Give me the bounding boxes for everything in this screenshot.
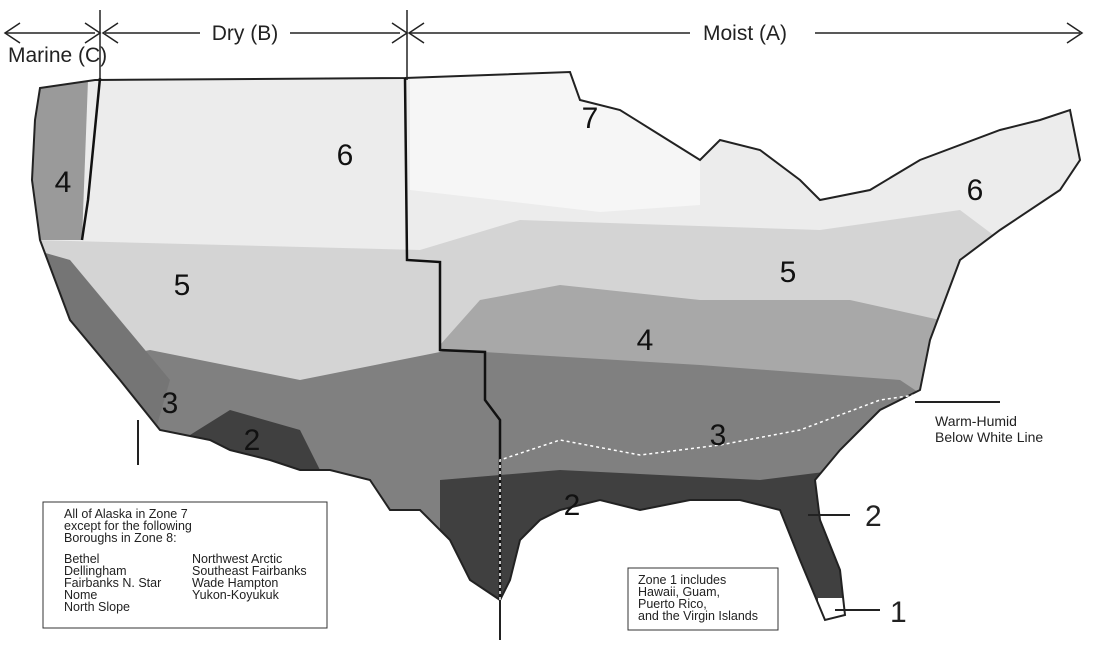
- us-outline: [30, 70, 1082, 622]
- note-line: Wade Hampton: [192, 576, 278, 590]
- note-line: Bethel: [64, 552, 99, 566]
- callout-number: 1: [890, 596, 907, 629]
- note-line: Fairbanks N. Star: [64, 576, 161, 590]
- note-line: Zone 1 includes: [638, 573, 726, 587]
- zone-label: 4: [55, 166, 72, 199]
- note-line: Nome: [64, 588, 97, 602]
- note-line: and the Virgin Islands: [638, 609, 758, 623]
- note-line: Southeast Fairbanks: [192, 564, 307, 578]
- zone-label: 6: [337, 139, 354, 172]
- callout-number: 2: [865, 500, 882, 533]
- region-label: Dry (B): [212, 22, 279, 45]
- note-line: Puerto Rico,: [638, 597, 707, 611]
- alaska-box: [42, 501, 328, 629]
- zone-label: 5: [174, 269, 191, 302]
- note-line: North Slope: [64, 600, 130, 614]
- zone1-box: [627, 567, 779, 631]
- callout-lines: [137, 401, 1000, 640]
- moist-boundary: [403, 77, 502, 600]
- zone-label: 3: [710, 419, 727, 452]
- zone-label: 2: [564, 489, 581, 522]
- callout-text: Warm-Humid: [935, 413, 1017, 429]
- marine-boundary: [80, 77, 102, 241]
- zone-7: [410, 72, 700, 212]
- warm-humid-line: [499, 394, 916, 600]
- region-label: Moist (A): [703, 22, 787, 45]
- zone-label: 2: [244, 424, 261, 457]
- note-line: except for the following: [64, 519, 192, 533]
- note-line: Yukon-Koyukuk: [192, 588, 280, 602]
- note-line: Dellingham: [64, 564, 127, 578]
- note-line: Hawaii, Guam,: [638, 585, 720, 599]
- note-line: All of Alaska in Zone 7: [64, 507, 188, 521]
- region-label: Marine (C): [8, 44, 107, 67]
- note-line: Boroughs in Zone 8:: [64, 531, 177, 545]
- callout-text: Below White Line: [935, 429, 1043, 445]
- region-arrows: [3, 10, 1084, 80]
- note-line: Northwest Arctic: [192, 552, 282, 566]
- zone-label: 5: [780, 256, 797, 289]
- zone-4-marine: [32, 80, 88, 240]
- zone-label: 6: [967, 174, 984, 207]
- zone-label: 4: [637, 324, 654, 357]
- zone-label: 3: [162, 387, 179, 420]
- zone-label: 7: [582, 102, 599, 135]
